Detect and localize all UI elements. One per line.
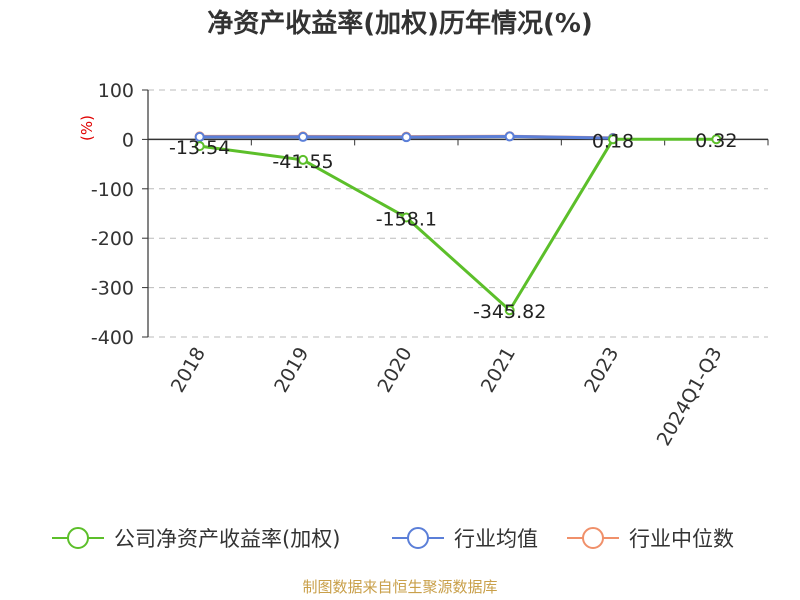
series-point-1[interactable]: [504, 131, 515, 142]
series-point-0[interactable]: [504, 305, 515, 316]
series-point-0[interactable]: [608, 134, 618, 145]
x-tick-label: 2024Q1-Q3: [653, 344, 727, 450]
y-tick-label: 100: [98, 80, 134, 102]
legend[interactable]: 公司净资产收益率(加权) 行业均值 行业中位数: [52, 527, 734, 551]
y-tick-label: 0: [122, 129, 134, 151]
series-layer: [194, 131, 722, 316]
x-tick-label: 2019: [270, 344, 313, 397]
x-tick-label: 2023: [580, 344, 623, 397]
series-point-0[interactable]: [401, 212, 412, 223]
series-point-1[interactable]: [194, 131, 205, 142]
data-label: 0.32: [695, 130, 737, 152]
x-tick-label: 2018: [167, 344, 210, 397]
y-tick-label: -400: [91, 327, 134, 349]
data-label: -158.1: [376, 209, 437, 231]
legend-label: 公司净资产收益率(加权): [114, 527, 340, 551]
legend-marker: [582, 527, 604, 549]
legend-label: 行业中位数: [629, 527, 734, 551]
axes: [147, 90, 768, 337]
data-label: -345.82: [473, 301, 546, 323]
grid: [148, 89, 768, 338]
y-tick-label: -200: [91, 228, 134, 250]
x-tick-label: 2021: [477, 344, 520, 397]
y-unit-label: (%): [78, 115, 96, 141]
data-label: -41.55: [272, 151, 333, 173]
legend-item-1[interactable]: 行业均值: [392, 527, 538, 551]
series-point-0[interactable]: [298, 154, 308, 165]
series-point-0[interactable]: [711, 134, 722, 145]
legend-item-2[interactable]: 行业中位数: [567, 527, 734, 551]
y-axis-ticks: 100 0 -100 -200 -300 -400: [91, 80, 148, 349]
series-point-1[interactable]: [401, 132, 412, 143]
legend-item-0[interactable]: 公司净资产收益率(加权): [52, 527, 340, 551]
x-axis-ticks: 2018 2019 2020 2021 2023 2024Q1-Q3: [147, 139, 769, 450]
data-label: -13.54: [169, 137, 230, 159]
chart-title: 净资产收益率(加权)历年情况(%): [207, 8, 593, 39]
legend-marker: [67, 527, 89, 549]
series-line-0: [199, 137, 717, 313]
y-tick-label: -300: [91, 278, 134, 300]
series-point-0[interactable]: [194, 141, 205, 152]
series-point-1[interactable]: [298, 131, 308, 142]
x-tick-label: 2020: [373, 344, 416, 397]
data-label: 0.18: [592, 130, 634, 152]
legend-marker: [407, 527, 429, 549]
source-note: 制图数据来自恒生聚源数据库: [302, 578, 497, 596]
legend-label: 行业均值: [454, 527, 538, 551]
data-labels: -13.54 -41.55 -158.1 -345.82 0.18 0.32: [169, 130, 737, 323]
y-tick-label: -100: [91, 179, 134, 201]
